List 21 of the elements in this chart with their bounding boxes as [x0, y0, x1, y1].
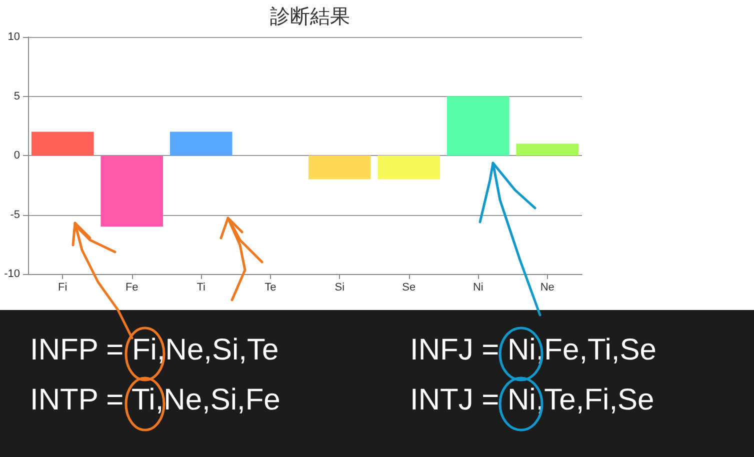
bar: [446, 96, 510, 156]
x-tick-label: Fi: [58, 282, 68, 294]
x-tick-label: Si: [334, 282, 345, 294]
chart-title: 診断結果: [270, 6, 350, 28]
x-tick-label: Fe: [125, 282, 138, 294]
x-tick-label: Ni: [472, 282, 484, 294]
y-tick-label: -5: [10, 208, 20, 221]
bar: [378, 156, 440, 180]
y-tick-label: 10: [8, 31, 20, 43]
y-tick-label: 0: [14, 150, 20, 162]
y-tick-label: -10: [4, 268, 20, 280]
bar: [170, 132, 232, 156]
bar: [31, 132, 94, 156]
x-tick-label: Se: [402, 282, 416, 294]
x-tick-label: Ti: [196, 282, 206, 294]
bar: [308, 156, 371, 180]
x-tick-label: Ne: [540, 282, 554, 294]
bar: [516, 144, 579, 156]
y-tick-label: 5: [14, 90, 20, 102]
x-tick-label: Te: [264, 282, 276, 294]
bar: [100, 156, 164, 227]
